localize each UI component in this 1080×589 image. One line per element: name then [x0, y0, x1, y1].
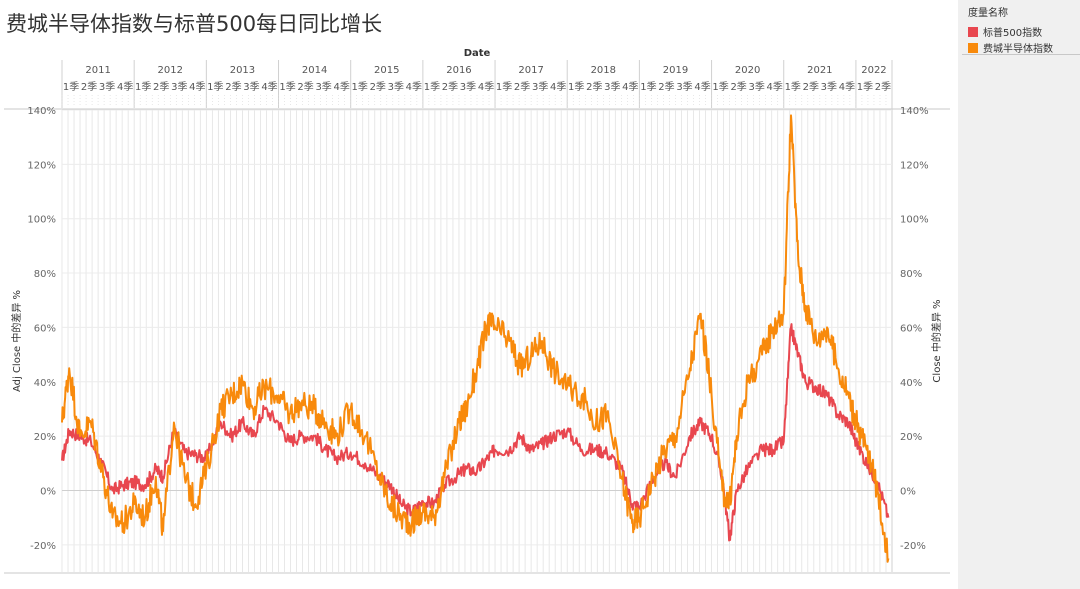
y-tick-left: 120% — [27, 160, 56, 171]
legend-swatch — [968, 26, 978, 37]
y-axis-title-left: Adj Close 中的差异 % — [10, 290, 23, 392]
quarter-label: 2季 — [153, 81, 169, 93]
quarter-label: 3季 — [315, 81, 331, 93]
y-tick-left: 100% — [27, 215, 56, 226]
y-tick-right: 20% — [900, 432, 922, 443]
legend-item-sp500[interactable]: 标普500指数 — [968, 24, 1042, 39]
quarter-label: 4季 — [117, 81, 133, 93]
quarter-label: 4季 — [261, 81, 277, 93]
x-axis-title: Date — [464, 48, 491, 59]
year-label: 2015 — [374, 65, 399, 76]
quarter-label: 1季 — [279, 81, 295, 93]
quarter-label: 1季 — [857, 81, 873, 93]
y-tick-left: 80% — [34, 269, 56, 280]
quarter-label: 3季 — [748, 81, 764, 93]
quarter-label: 1季 — [63, 81, 79, 93]
quarter-label: 1季 — [640, 81, 656, 93]
year-label: 2016 — [446, 65, 471, 76]
y-tick-right: -20% — [900, 541, 926, 552]
quarter-label: 3季 — [243, 81, 259, 93]
quarter-label: 1季 — [496, 81, 512, 93]
legend-title: 度量名称 — [968, 8, 1008, 19]
year-label: 2013 — [230, 65, 255, 76]
y-tick-left: 0% — [40, 486, 56, 497]
quarter-label: 2季 — [370, 81, 386, 93]
series-line-sp500 — [61, 323, 890, 542]
quarter-label: 1季 — [785, 81, 801, 93]
y-tick-left: -20% — [30, 541, 56, 552]
quarter-label: 1季 — [568, 81, 584, 93]
quarter-label: 3季 — [532, 81, 548, 93]
quarter-label: 2季 — [81, 81, 97, 93]
y-tick-right: 80% — [900, 269, 922, 280]
quarter-label: 1季 — [352, 81, 368, 93]
quarter-label: 4季 — [839, 81, 855, 93]
year-label: 2022 — [861, 65, 886, 76]
legend-item-sox[interactable]: 费城半导体指数 — [968, 40, 1053, 55]
y-axis-title-right: Close 中的差异 % — [930, 299, 943, 382]
year-label: 2019 — [663, 65, 688, 76]
quarter-label: 3季 — [460, 81, 476, 93]
year-label: 2018 — [591, 65, 616, 76]
legend-panel: 度量名称 标普500指数 费城半导体指数 — [958, 0, 1080, 589]
quarter-label: 4季 — [550, 81, 566, 93]
quarter-label: 1季 — [424, 81, 440, 93]
legend-label: 标普500指数 — [983, 28, 1043, 39]
quarter-label: 1季 — [712, 81, 728, 93]
legend-swatch — [968, 42, 978, 53]
quarter-label: 2季 — [586, 81, 602, 93]
year-label: 2017 — [518, 65, 543, 76]
year-label: 2011 — [85, 65, 110, 76]
quarter-label: 4季 — [189, 81, 205, 93]
y-tick-left: 60% — [34, 323, 56, 334]
quarter-label: 4季 — [478, 81, 494, 93]
quarter-label: 4季 — [406, 81, 422, 93]
quarter-label: 4季 — [767, 81, 783, 93]
quarter-label: 4季 — [333, 81, 349, 93]
y-tick-left: 20% — [34, 432, 56, 443]
y-tick-right: 60% — [900, 323, 922, 334]
quarter-label: 2季 — [658, 81, 674, 93]
y-tick-left: 40% — [34, 378, 56, 389]
quarter-label: 1季 — [135, 81, 151, 93]
y-tick-left: 140% — [27, 106, 56, 117]
quarter-label: 3季 — [676, 81, 692, 93]
quarter-label: 3季 — [171, 81, 187, 93]
quarter-label: 3季 — [604, 81, 620, 93]
quarter-label: 4季 — [622, 81, 638, 93]
y-tick-right: 120% — [900, 160, 929, 171]
year-label: 2012 — [158, 65, 183, 76]
quarter-label: 2季 — [297, 81, 313, 93]
quarter-label: 1季 — [207, 81, 223, 93]
page-title: 费城半导体指数与标普500每日同比增长 — [6, 12, 383, 36]
quarter-label: 2季 — [730, 81, 746, 93]
quarter-label: 4季 — [694, 81, 710, 93]
legend-divider — [962, 54, 1080, 55]
quarter-label: 3季 — [99, 81, 115, 93]
quarter-label: 2季 — [442, 81, 458, 93]
legend-label: 费城半导体指数 — [983, 44, 1053, 55]
y-tick-right: 0% — [900, 486, 916, 497]
quarter-label: 2季 — [875, 81, 891, 93]
quarter-label: 3季 — [821, 81, 837, 93]
series-line-sox — [61, 114, 890, 563]
year-label: 2020 — [735, 65, 760, 76]
year-label: 2021 — [807, 65, 832, 76]
y-tick-right: 140% — [900, 106, 929, 117]
quarter-label: 2季 — [803, 81, 819, 93]
year-label: 2014 — [302, 65, 327, 76]
y-tick-right: 40% — [900, 378, 922, 389]
quarter-label: 3季 — [388, 81, 404, 93]
quarter-label: 2季 — [225, 81, 241, 93]
quarter-label: 2季 — [514, 81, 530, 93]
y-tick-right: 100% — [900, 215, 929, 226]
